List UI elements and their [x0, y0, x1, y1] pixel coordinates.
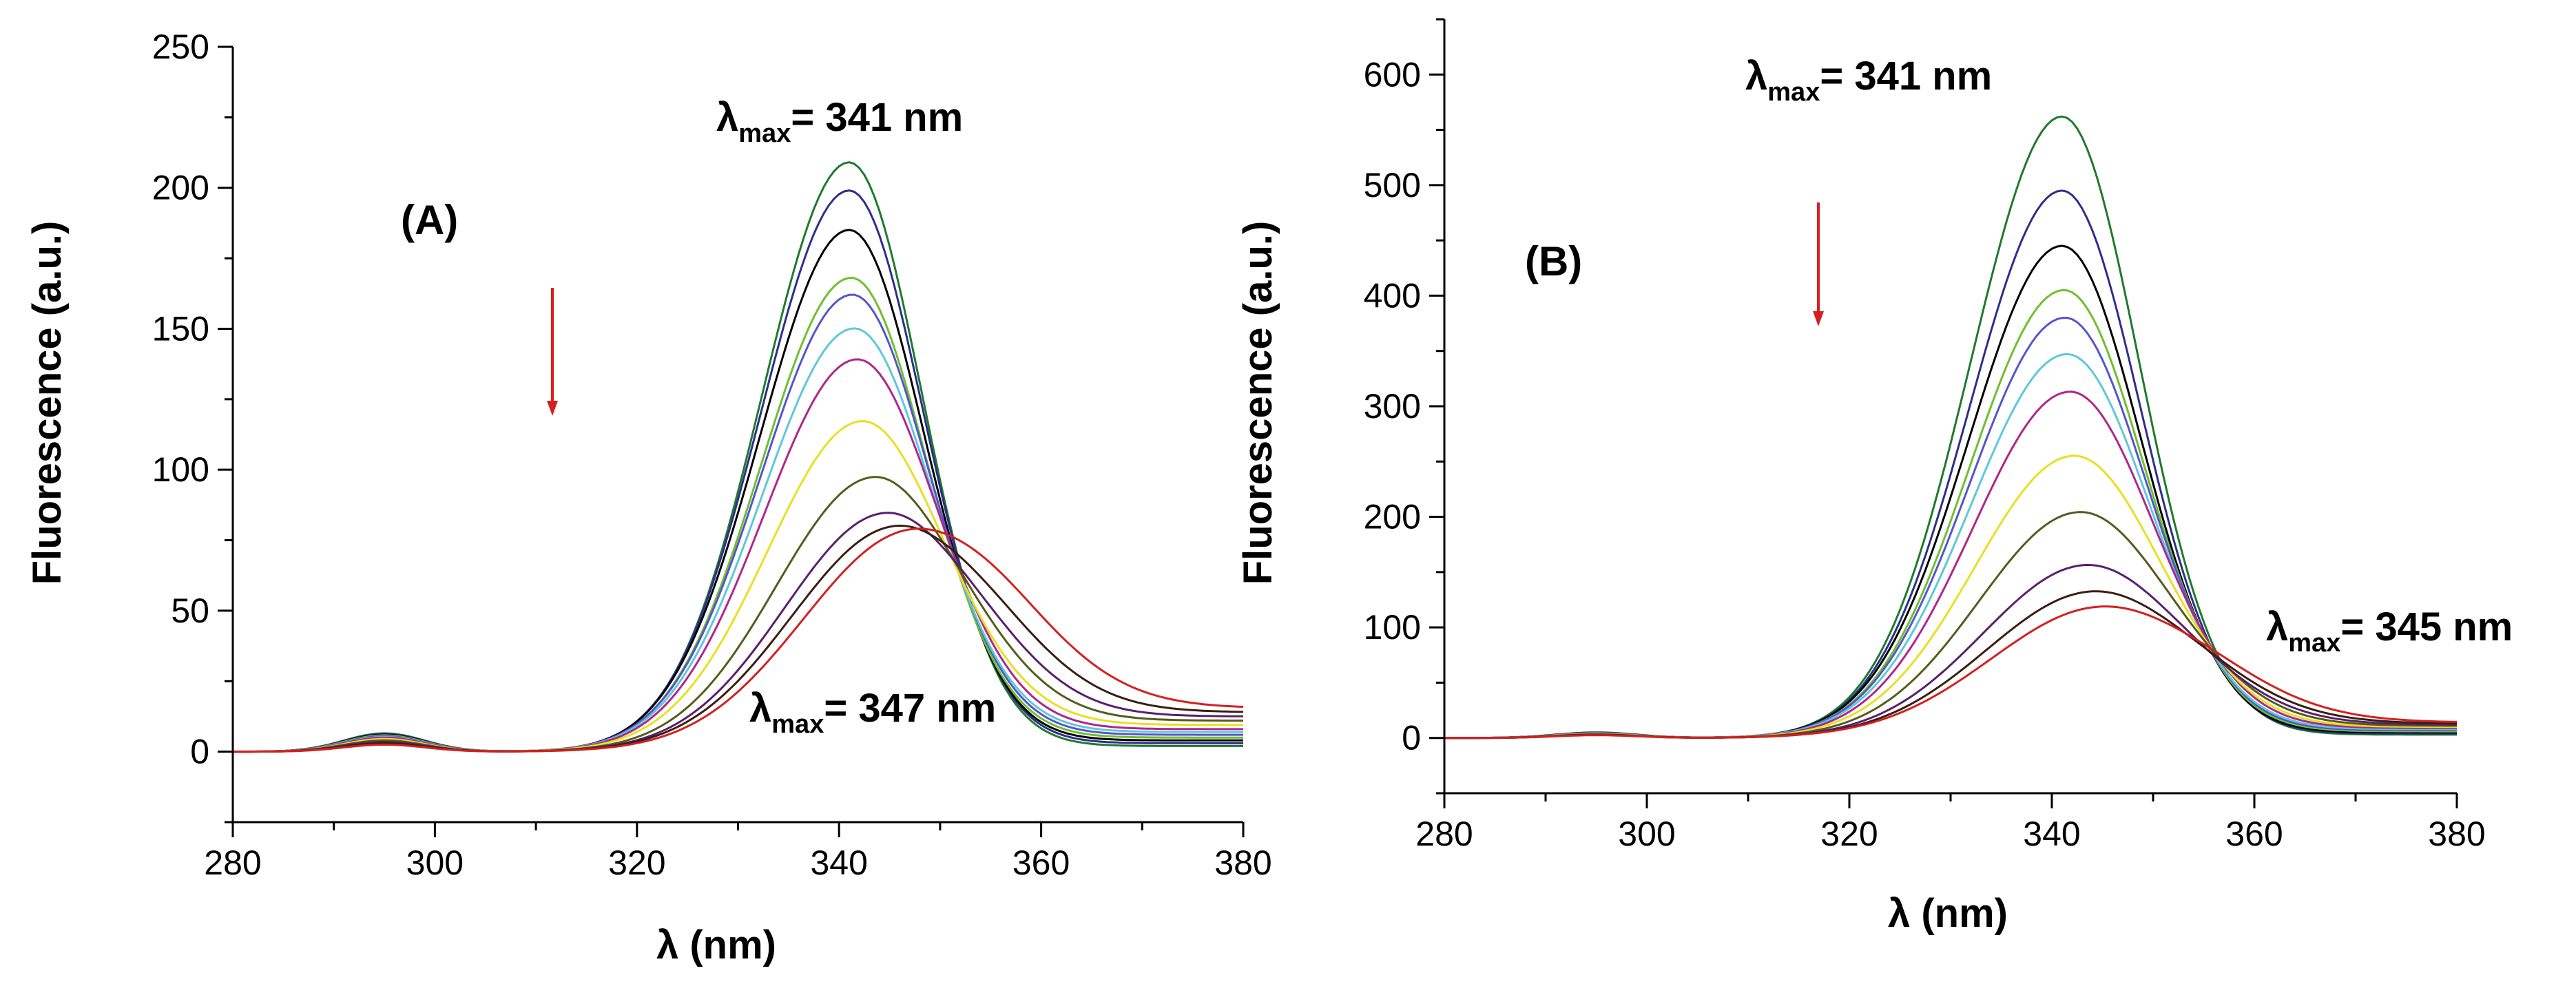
panel-a-series-s7-line	[233, 358, 1243, 753]
panel-a-x-tick-label: 380	[1214, 843, 1271, 882]
lambda-subscript: max	[771, 710, 824, 739]
panel-b-series-s6-line	[1444, 353, 2457, 740]
lambda-subscript: max	[1767, 78, 1820, 107]
panel-b-x-tick-label: 340	[2023, 815, 2080, 853]
lambda-symbol: λ	[1745, 54, 1767, 98]
lambda-subscript: max	[738, 119, 791, 148]
panel-b-label: (B)	[1525, 238, 1582, 284]
panel-a-down-arrow-icon	[547, 288, 558, 416]
panel-b-y-tick-label: 100	[1364, 608, 1421, 647]
panel-a-series-s11-line	[233, 524, 1244, 753]
lambda-symbol: λ	[716, 95, 738, 140]
panel-b-series-s5-line	[1444, 317, 2457, 740]
annotation-value: = 341 nm	[1820, 54, 1992, 98]
panel-a-series-s8-line	[233, 420, 1243, 753]
panel-a-y-tick-label: 250	[152, 28, 209, 66]
panel-a-x-axis-title: λ (nm)	[656, 923, 776, 967]
panel-a-annotation-peak: λmax= 341 nm	[716, 95, 963, 148]
panel-b-axes	[1429, 18, 2458, 808]
panel-b-x-tick-label: 380	[2428, 815, 2485, 853]
panel-a-annotation-shifted: λmax= 347 nm	[749, 686, 996, 739]
panel-b: 0 100 200 300 400 500 600 280 300 320 340 360 380 λ …	[1236, 18, 2513, 936]
panel-b-x-tick-label: 300	[1618, 815, 1675, 853]
panel-a-tick-labels: 0 50 100 150 200 250 280 300 320 340 360 380	[152, 28, 1272, 882]
panel-a-series-s12-line	[233, 527, 1244, 753]
panel-a-y-tick-label: 150	[152, 309, 209, 348]
panel-b-y-tick-label: 500	[1364, 166, 1421, 205]
panel-b-curves	[1444, 115, 2458, 740]
panel-b-x-tick-label: 280	[1415, 815, 1473, 853]
panel-a-y-tick-label: 100	[152, 450, 209, 489]
panel-a-series-s2-line	[233, 189, 1243, 753]
panel-b-series-s4-line	[1444, 289, 2457, 740]
panel-a-x-tick-label: 300	[406, 843, 464, 882]
panel-b-x-tick-label: 320	[1820, 815, 1878, 853]
panel-b-tick-labels: 0 100 200 300 400 500 600 280 300 320 340 360 380	[1364, 55, 2486, 853]
panel-a-series-s10-line	[233, 512, 1243, 753]
panel-b-annotation-shifted: λmax= 345 nm	[2266, 605, 2513, 658]
panel-a-y-tick-label: 0	[190, 733, 209, 771]
panel-b-y-tick-label: 400	[1364, 276, 1421, 315]
panel-a-x-tick-label: 320	[608, 843, 665, 882]
panel-a-x-tick-label: 280	[204, 843, 261, 882]
panel-b-series-s9-line	[1444, 511, 2457, 740]
panel-b-y-tick-label: 200	[1364, 498, 1421, 536]
panel-a-y-axis-title: Fluorescence (a.u.)	[25, 221, 70, 585]
annotation-value: = 345 nm	[2340, 605, 2513, 649]
panel-b-annotation-peak: λmax= 341 nm	[1745, 54, 1992, 107]
lambda-symbol: λ	[749, 686, 771, 731]
panel-a-axes	[218, 45, 1245, 837]
panel-a-series-s9-line	[233, 476, 1244, 753]
panel-a-label: (A)	[401, 197, 458, 243]
panel-b-down-arrow-icon	[1813, 202, 1824, 326]
panel-a-y-tick-label: 200	[152, 169, 209, 207]
panel-a-curves	[233, 161, 1244, 753]
panel-a-y-tick-label: 50	[171, 591, 209, 630]
panel-b-x-axis-title: λ (nm)	[1888, 891, 2008, 936]
panel-a-x-tick-label: 340	[810, 843, 867, 882]
annotation-value: = 347 nm	[824, 686, 996, 731]
panel-b-y-axis-title: Fluorescence (a.u.)	[1236, 221, 1280, 585]
panel-b-y-tick-label: 0	[1402, 719, 1421, 757]
panel-b-x-tick-label: 360	[2225, 815, 2283, 853]
lambda-symbol: λ	[2266, 605, 2288, 649]
panel-a: 0 50 100 150 200 250 280 300 320 340 360 380 λ (nm)…	[25, 28, 1272, 967]
panel-b-y-tick-label: 300	[1364, 387, 1421, 426]
lambda-subscript: max	[2288, 629, 2340, 658]
panel-b-series-s12-line	[1444, 605, 2458, 740]
panel-a-x-tick-label: 360	[1012, 843, 1070, 882]
panel-b-y-tick-label: 600	[1364, 55, 1421, 94]
annotation-value: = 341 nm	[791, 95, 963, 140]
